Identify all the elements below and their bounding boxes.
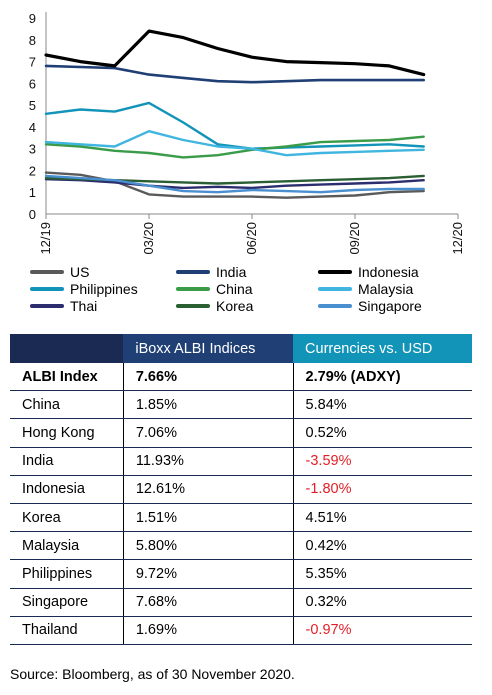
albi-cell: 12.61% [123, 475, 294, 504]
legend-swatch [176, 304, 210, 308]
source-note: Source: Bloomberg, as of 30 November 202… [10, 666, 295, 682]
y-tick-label: 2 [29, 163, 36, 178]
country-cell: China [10, 390, 124, 420]
chart-series [44, 29, 426, 199]
x-tick-label: 06/20 [244, 222, 259, 255]
currency-cell: 0.42% [293, 531, 472, 561]
series-line-indonesia [44, 29, 426, 77]
header-albi: iBoxx ALBI Indices [123, 334, 294, 363]
table-header-row: iBoxx ALBI Indices Currencies vs. USD [10, 334, 472, 363]
albi-cell: 5.80% [123, 531, 294, 561]
y-tick-label: 8 [29, 33, 36, 48]
legend-item-india: India [176, 264, 246, 280]
albi-cell: 9.72% [123, 559, 294, 589]
returns-table: iBoxx ALBI Indices Currencies vs. USD AL… [10, 334, 472, 645]
legend-swatch [30, 270, 64, 274]
albi-cell: 1.51% [123, 503, 294, 533]
legend-item-indonesia: Indonesia [318, 264, 419, 280]
legend-swatch [318, 270, 352, 274]
legend-label: Thai [70, 298, 98, 314]
header-country [10, 334, 124, 363]
currency-cell: -3.59% [293, 447, 472, 476]
legend-swatch [30, 304, 64, 308]
legend-swatch [30, 287, 64, 291]
legend-item-china: China [176, 281, 253, 297]
series-line-singapore [44, 174, 425, 194]
table-row: Malaysia 5.80% 0.42% [10, 531, 472, 561]
currency-cell: 5.35% [293, 559, 472, 589]
y-tick-label: 1 [29, 185, 36, 200]
series-line-thai [44, 177, 425, 190]
chart-axes: 0 1 2 3 4 5 6 7 8 9 12/19 03/20 06/20 09/20 12/20 [29, 11, 465, 255]
country-cell: Singapore [10, 588, 124, 617]
legend-swatch [176, 287, 210, 291]
legend-label: China [216, 281, 253, 297]
albi-cell: 1.85% [123, 390, 294, 420]
table-row: Korea 1.51% 4.51% [10, 503, 472, 533]
table-row: Philippines 9.72% 5.35% [10, 559, 472, 589]
series-line-china [44, 135, 425, 159]
series-line-malaysia [44, 129, 425, 157]
line-chart: 0 1 2 3 4 5 6 7 8 9 12/19 03/20 06/20 09/20 12/20 [29, 11, 465, 255]
albi-cell: 7.66% [123, 363, 294, 392]
legend-item-singapore: Singapore [318, 298, 422, 314]
currency-cell: 5.84% [293, 390, 472, 420]
x-tick-label: 12/19 [38, 222, 53, 255]
legend-item-philippines: Philippines [30, 281, 138, 297]
legend-label: Singapore [358, 298, 422, 314]
table-row: Indonesia 12.61% -1.80% [10, 475, 472, 504]
table-row: India 11.93% -3.59% [10, 447, 472, 476]
country-cell: India [10, 447, 124, 476]
country-cell: Thailand [10, 616, 124, 645]
y-tick-label: 5 [29, 98, 36, 113]
legend-swatch [176, 270, 210, 274]
legend-label: India [216, 264, 247, 280]
country-cell: ALBI Index [10, 363, 124, 392]
x-tick-label: 12/20 [450, 222, 465, 255]
albi-cell: 7.06% [123, 418, 294, 448]
y-tick-label: 3 [29, 142, 36, 157]
country-cell: Korea [10, 503, 124, 533]
legend-item-thai: Thai [30, 298, 97, 314]
currency-cell: -1.80% [293, 475, 472, 504]
legend-label: Malaysia [358, 281, 414, 297]
currency-cell: 2.79% (ADXY) [293, 363, 472, 392]
albi-cell: 7.68% [123, 588, 294, 617]
albi-cell: 11.93% [123, 447, 294, 476]
legend-swatch [318, 287, 352, 291]
currency-cell: 0.52% [293, 418, 472, 448]
y-tick-label: 6 [29, 76, 36, 91]
country-cell: Hong Kong [10, 418, 124, 448]
country-cell: Malaysia [10, 531, 124, 561]
legend-item-korea: Korea [176, 298, 253, 314]
table-row: Singapore 7.68% 0.32% [10, 588, 472, 617]
legend-item-us: US [30, 264, 89, 280]
y-tick-label: 4 [29, 120, 36, 135]
series-line-us [44, 171, 425, 199]
legend-label: Indonesia [358, 264, 419, 280]
table-row: Thailand 1.69% -0.97% [10, 616, 472, 645]
y-tick-label: 9 [29, 11, 36, 26]
albi-cell: 1.69% [123, 616, 294, 645]
currency-cell: -0.97% [293, 616, 472, 645]
country-cell: Indonesia [10, 475, 124, 504]
x-tick-label: 03/20 [141, 222, 156, 255]
legend-label: Philippines [70, 281, 138, 297]
table-row: Hong Kong 7.06% 0.52% [10, 418, 472, 448]
y-tick-label: 7 [29, 55, 36, 70]
x-tick-label: 09/20 [347, 222, 362, 255]
legend-label: US [70, 264, 90, 280]
y-tick-label: 0 [29, 207, 36, 222]
currency-cell: 4.51% [293, 503, 472, 533]
header-currency: Currencies vs. USD [293, 334, 472, 363]
legend-item-malaysia: Malaysia [318, 281, 413, 297]
series-line-india [44, 64, 426, 84]
legend-swatch [318, 304, 352, 308]
currency-cell: 0.32% [293, 588, 472, 617]
country-cell: Philippines [10, 559, 124, 589]
legend-label: Korea [216, 298, 254, 314]
table-row: China 1.85% 5.84% [10, 390, 472, 420]
table-row: ALBI Index 7.66% 2.79% (ADXY) [10, 363, 472, 392]
